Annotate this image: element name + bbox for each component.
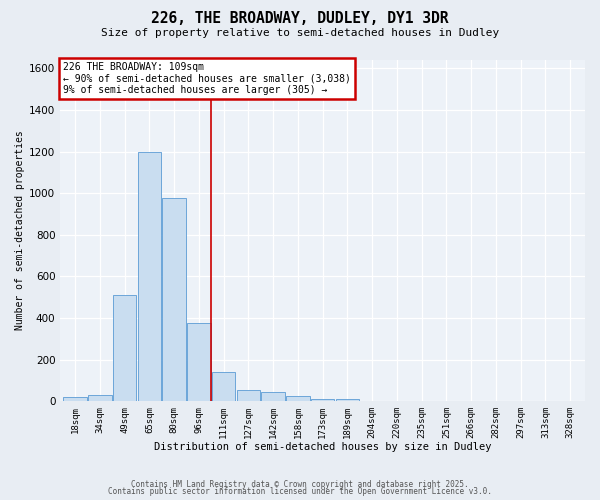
X-axis label: Distribution of semi-detached houses by size in Dudley: Distribution of semi-detached houses by … bbox=[154, 442, 491, 452]
Bar bbox=[335, 399, 359, 401]
Bar bbox=[236, 390, 260, 401]
Bar bbox=[286, 396, 310, 401]
Bar bbox=[262, 392, 285, 401]
Bar bbox=[187, 323, 211, 401]
Y-axis label: Number of semi-detached properties: Number of semi-detached properties bbox=[15, 130, 25, 330]
Bar bbox=[113, 295, 136, 401]
Bar bbox=[137, 152, 161, 401]
Text: Contains HM Land Registry data © Crown copyright and database right 2025.: Contains HM Land Registry data © Crown c… bbox=[131, 480, 469, 489]
Text: Contains public sector information licensed under the Open Government Licence v3: Contains public sector information licen… bbox=[108, 488, 492, 496]
Bar bbox=[212, 372, 235, 401]
Bar bbox=[88, 395, 112, 401]
Text: Size of property relative to semi-detached houses in Dudley: Size of property relative to semi-detach… bbox=[101, 28, 499, 38]
Bar bbox=[163, 198, 186, 401]
Bar bbox=[64, 397, 87, 401]
Text: 226, THE BROADWAY, DUDLEY, DY1 3DR: 226, THE BROADWAY, DUDLEY, DY1 3DR bbox=[151, 11, 449, 26]
Text: 226 THE BROADWAY: 109sqm
← 90% of semi-detached houses are smaller (3,038)
9% of: 226 THE BROADWAY: 109sqm ← 90% of semi-d… bbox=[63, 62, 351, 95]
Bar bbox=[311, 399, 334, 401]
